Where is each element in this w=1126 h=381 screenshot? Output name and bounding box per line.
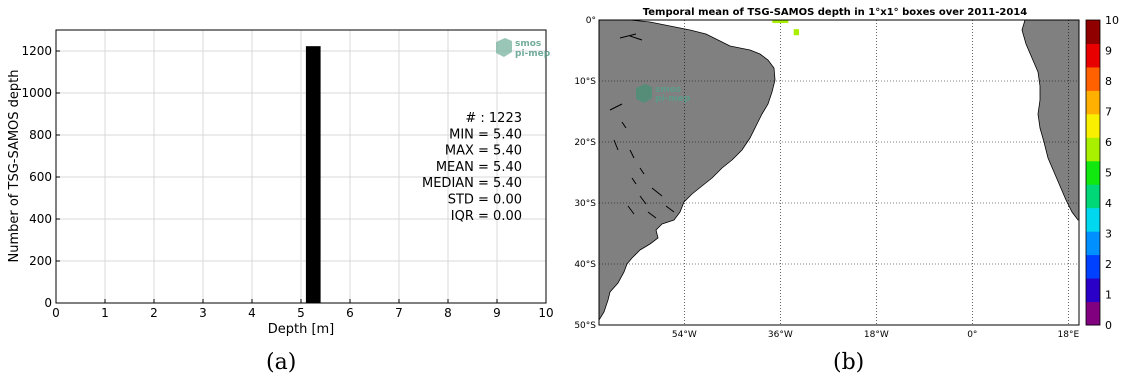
map-data-cell <box>783 20 789 24</box>
map-smos-logo-line2: pi-mep <box>655 94 691 104</box>
colorbar-frame <box>1085 19 1101 326</box>
hist-x-tick-label: 1 <box>101 306 109 320</box>
smos-logo-line2: pi-mep <box>515 49 551 59</box>
map-data-cell <box>772 20 778 24</box>
map-y-tick-label: 10°S <box>574 77 596 87</box>
colorbar-segment <box>1086 254 1100 279</box>
colorbar-ticks: 0 1 2 3 4 5 6 7 8 9 10 <box>1105 14 1119 332</box>
colorbar-segment <box>1086 184 1100 209</box>
hist-x-tick-label: 9 <box>493 306 501 320</box>
colorbar-segment <box>1086 278 1100 303</box>
colorbar-tick-label: 1 <box>1105 289 1112 302</box>
colorbar-tick-label: 3 <box>1105 228 1112 241</box>
map-smos-logo-cube-icon <box>636 84 652 103</box>
colorbar-segment <box>1086 113 1100 138</box>
colorbar-segment <box>1086 160 1100 185</box>
stats-line: MEDIAN = 5.40 <box>422 176 522 191</box>
hist-y-tick-label: 1200 <box>21 44 52 58</box>
map-grid <box>599 20 1079 325</box>
hist-x-axis-label: Depth [m] <box>268 322 335 337</box>
hist-y-tick-label: 600 <box>29 170 52 184</box>
colorbar-tick-label: 10 <box>1105 14 1119 27</box>
map-x-tick-label: 18°E <box>1058 330 1080 340</box>
colorbar-segment <box>1086 137 1100 162</box>
smos-logo: smos pi-mep <box>496 38 551 59</box>
stats-line: # : 1223 <box>465 111 522 126</box>
hist-y-ticks: 0 200 400 600 800 1000 1200 <box>21 44 60 310</box>
colorbar-tick-label: 0 <box>1105 319 1112 332</box>
hist-x-tick-label: 7 <box>395 306 403 320</box>
stats-line: IQR = 0.00 <box>451 209 522 224</box>
hist-y-tick-label: 800 <box>29 128 52 142</box>
hist-x-tick-label: 2 <box>150 306 158 320</box>
hist-x-tick-label: 6 <box>346 306 354 320</box>
hist-x-tick-label: 10 <box>538 306 553 320</box>
hist-y-tick-label: 200 <box>29 254 52 268</box>
colorbar-segment <box>1086 301 1100 326</box>
map-x-ticks: 54°W 36°W 18°W 0° 18°E <box>672 330 1080 340</box>
colorbar-segment <box>1086 66 1100 91</box>
map-smos-logo-line1: smos <box>655 85 681 95</box>
colorbar-tick-label: 5 <box>1105 167 1112 180</box>
hist-x-tick-label: 8 <box>444 306 452 320</box>
colorbar-tick-label: 7 <box>1105 106 1112 119</box>
hist-x-tick-label: 4 <box>248 306 256 320</box>
map-y-tick-label: 30°S <box>574 199 596 209</box>
map-x-tick-label: 54°W <box>672 330 697 340</box>
map-x-tick-label: 36°W <box>768 330 793 340</box>
inland-water-features <box>609 33 675 219</box>
smos-logo-line1: smos <box>515 39 541 49</box>
colorbar-segment <box>1086 90 1100 115</box>
colorbar-segment <box>1086 231 1100 256</box>
hist-y-tick-label: 400 <box>29 212 52 226</box>
map-x-tick-label: 0° <box>967 330 977 340</box>
caption-b: (b) <box>833 350 865 375</box>
colorbar <box>1085 19 1101 326</box>
hist-y-tick-label: 1000 <box>21 86 52 100</box>
map-data-cell <box>777 20 783 24</box>
depth-histogram: 0 1 2 3 4 5 6 7 8 9 10 0 200 400 600 800 1000 1200 Depth… <box>7 29 554 337</box>
map-y-tick-label: 40°S <box>574 260 596 270</box>
colorbar-tick-label: 8 <box>1105 75 1112 88</box>
colorbar-segment <box>1086 43 1100 68</box>
map-x-tick-label: 18°W <box>864 330 889 340</box>
map-y-ticks: 0° 10°S 20°S 30°S 40°S 50°S <box>574 16 596 331</box>
map-y-tick-label: 50°S <box>574 321 596 331</box>
africa-landmass <box>1021 20 1079 221</box>
map-smos-logo: smos pi-mep <box>636 84 691 104</box>
colorbar-segment <box>1086 20 1100 44</box>
smos-logo-cube-icon <box>496 38 512 57</box>
colorbar-tick-label: 2 <box>1105 258 1112 271</box>
map-data-cell <box>793 29 799 36</box>
stats-line: MIN = 5.40 <box>449 127 522 142</box>
map-frame <box>598 19 1080 326</box>
hist-x-tick-label: 3 <box>199 306 207 320</box>
colorbar-tick-label: 4 <box>1105 197 1112 210</box>
hist-x-tick-label: 5 <box>297 306 305 320</box>
stats-line: MAX = 5.40 <box>445 144 522 159</box>
hist-bar <box>305 46 321 304</box>
caption-a: (a) <box>266 350 297 375</box>
hist-bars <box>305 46 321 304</box>
stats-line: MEAN = 5.40 <box>436 160 522 175</box>
stats-line: STD = 0.00 <box>448 193 522 208</box>
hist-x-tick-label: 0 <box>52 306 60 320</box>
map-y-tick-label: 20°S <box>574 138 596 148</box>
map-data-cells <box>772 20 799 36</box>
hist-y-tick-label: 0 <box>44 296 52 310</box>
colorbar-segment <box>1086 207 1100 232</box>
hist-x-ticks: 0 1 2 3 4 5 6 7 8 9 10 <box>52 299 554 320</box>
hist-y-axis-label: Number of TSG-SAMOS depth <box>7 69 22 262</box>
colorbar-tick-label: 9 <box>1105 45 1112 58</box>
colorbar-tick-label: 6 <box>1105 136 1112 149</box>
map-y-tick-label: 0° <box>586 16 596 26</box>
map-title: Temporal mean of TSG-SAMOS depth in 1°x1… <box>643 7 1028 18</box>
depth-map: Temporal mean of TSG-SAMOS depth in 1°x1… <box>574 7 1119 340</box>
